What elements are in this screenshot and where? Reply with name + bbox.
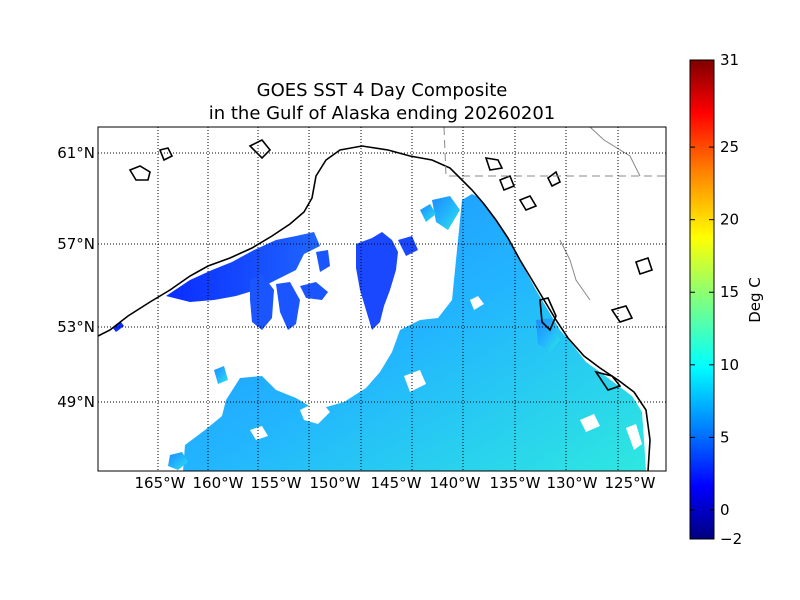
colorbar-tick-label: 5 — [720, 428, 730, 446]
longitude-labels: 165°W 160°W 155°W 150°W 145°W 140°W 135°… — [135, 474, 656, 492]
lon-label: 125°W — [605, 474, 656, 492]
graticule — [98, 127, 666, 471]
land — [98, 127, 666, 471]
lon-label: 145°W — [371, 474, 422, 492]
colorbar-tick-label: −2 — [720, 530, 742, 548]
map-title-line-2: in the Gulf of Alaska ending 20260201 — [208, 103, 556, 124]
lat-label: 61°N — [57, 144, 95, 162]
colorbar-gradient — [689, 59, 715, 540]
lon-label: 160°W — [193, 474, 244, 492]
lon-label: 135°W — [490, 474, 541, 492]
lat-label: 57°N — [57, 235, 95, 253]
latitude-labels: 61°N 57°N 53°N 49°N — [57, 144, 95, 411]
colorbar-tick-label: 15 — [720, 283, 739, 301]
map-frame — [97, 126, 667, 472]
border-lines — [443, 127, 666, 301]
coastline — [98, 138, 654, 471]
colorbar-tick-label: 10 — [720, 356, 739, 374]
lon-label: 130°W — [547, 474, 598, 492]
lon-label: 165°W — [135, 474, 186, 492]
colorbar-tick-label: 25 — [720, 138, 739, 156]
colorbar-tick-label: 20 — [720, 211, 739, 229]
colorbar-label: Deg C — [746, 277, 764, 323]
colorbar-ticks: 31 25 20 15 10 5 0 −2 — [690, 51, 742, 548]
colorbar-tick-label: 0 — [720, 501, 730, 519]
map-title-line-1: GOES SST 4 Day Composite — [256, 80, 508, 101]
lon-label: 155°W — [251, 474, 302, 492]
lon-label: 140°W — [430, 474, 481, 492]
lon-label: 150°W — [310, 474, 361, 492]
lat-label: 53°N — [57, 318, 95, 336]
lat-label: 49°N — [57, 393, 95, 411]
colorbar-tick-label: 31 — [720, 51, 739, 69]
